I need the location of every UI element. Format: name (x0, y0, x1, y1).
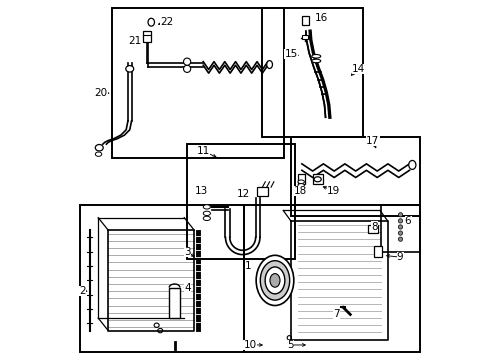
Bar (301, 16, 308, 25)
Ellipse shape (297, 180, 304, 184)
Ellipse shape (269, 274, 280, 287)
Text: 8: 8 (370, 222, 377, 231)
Circle shape (398, 237, 402, 241)
Bar (290, 137, 419, 216)
Text: 20: 20 (94, 88, 107, 98)
Text: 14: 14 (351, 64, 365, 74)
Text: 13: 13 (194, 186, 208, 196)
Ellipse shape (266, 60, 272, 68)
Ellipse shape (297, 184, 304, 187)
Bar (297, 174, 304, 184)
Ellipse shape (260, 261, 289, 300)
Bar (244, 205, 419, 352)
Text: 9: 9 (396, 252, 403, 262)
Text: 5: 5 (286, 340, 293, 350)
Text: 19: 19 (326, 186, 339, 196)
Circle shape (183, 58, 190, 65)
Ellipse shape (148, 18, 154, 26)
Bar (301, 35, 308, 40)
Text: 2: 2 (79, 286, 86, 296)
Text: 12: 12 (236, 189, 249, 199)
Text: 18: 18 (294, 186, 307, 196)
Text: 1: 1 (244, 261, 251, 271)
Circle shape (398, 219, 402, 223)
Bar (187, 144, 294, 259)
Ellipse shape (203, 216, 210, 221)
Text: 7: 7 (333, 310, 339, 319)
Text: 16: 16 (314, 13, 327, 23)
Text: 21: 21 (128, 36, 142, 46)
Text: 11: 11 (197, 146, 210, 156)
Bar (80, 205, 244, 352)
Text: 22: 22 (160, 17, 173, 27)
Ellipse shape (408, 161, 415, 170)
Text: 10: 10 (243, 340, 256, 350)
Bar (380, 205, 419, 252)
Text: 3: 3 (184, 247, 191, 257)
Ellipse shape (313, 177, 321, 182)
Text: 6: 6 (404, 216, 410, 226)
Ellipse shape (203, 205, 210, 209)
Ellipse shape (125, 66, 133, 72)
Ellipse shape (297, 187, 304, 191)
Text: 17: 17 (366, 136, 379, 145)
Ellipse shape (311, 54, 320, 58)
Ellipse shape (256, 255, 293, 306)
Circle shape (398, 231, 402, 235)
Bar (112, 8, 284, 158)
Bar (262, 8, 362, 137)
Bar (373, 246, 382, 257)
Bar (312, 174, 322, 184)
Circle shape (183, 65, 190, 72)
Bar (143, 31, 151, 42)
Bar (169, 288, 180, 318)
Ellipse shape (311, 59, 320, 63)
Circle shape (398, 213, 402, 217)
Circle shape (398, 225, 402, 229)
Ellipse shape (264, 267, 285, 294)
Text: 15: 15 (284, 49, 297, 59)
Ellipse shape (203, 211, 210, 216)
Bar (257, 187, 267, 196)
Bar (367, 225, 378, 233)
Text: 4: 4 (184, 283, 191, 293)
